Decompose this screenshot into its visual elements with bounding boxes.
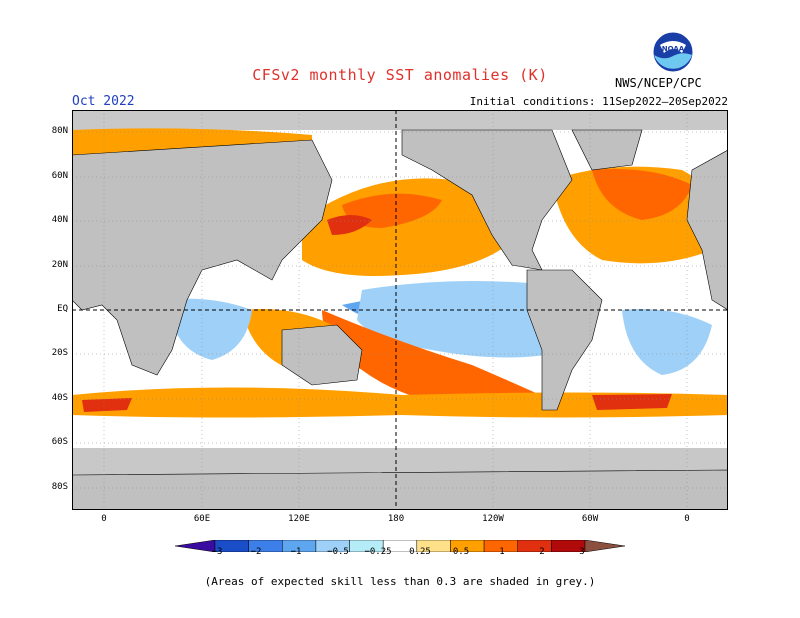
land-africa-eurasia <box>72 139 333 376</box>
lon-label-120w: 120W <box>482 514 504 524</box>
noaa-logo-text: NOAA <box>662 45 685 53</box>
lat-label-60s: 60S <box>51 437 68 447</box>
land-north-america <box>401 129 573 271</box>
southern-ocean-band <box>72 387 728 418</box>
chart-title: CFSv2 monthly SST anomalies (K) <box>252 66 548 84</box>
sst-anomaly-map <box>72 110 728 510</box>
colorbar-label: −2 <box>250 547 262 557</box>
north-atlantic-hot <box>592 169 692 220</box>
lat-label-20n: 20N <box>51 260 68 270</box>
kuroshio-very-hot <box>327 215 372 235</box>
land-far-east-africa <box>686 149 728 311</box>
colorbar-label: 2 <box>539 547 545 557</box>
lat-label-60n: 60N <box>51 171 68 181</box>
lat-label-80s: 80S <box>51 482 68 492</box>
lat-label-80n: 80N <box>51 126 68 136</box>
arctic-no-skill <box>72 110 728 130</box>
lon-label-0-east: 0 <box>684 514 690 524</box>
agency-label: NWS/NCEP/CPC <box>615 76 702 90</box>
colorbar <box>174 537 626 561</box>
lon-label-60w: 60W <box>581 514 599 524</box>
lon-label-180: 180 <box>387 514 405 524</box>
colorbar-label: −0.25 <box>364 547 392 557</box>
noaa-logo: NOAA <box>652 31 694 73</box>
land-south-america <box>526 269 603 411</box>
lon-label-0: 0 <box>101 514 107 524</box>
south-pacific-warm <box>322 310 572 415</box>
south-atlantic-cool <box>622 309 712 375</box>
colorbar-label: −1 <box>290 547 302 557</box>
lat-label-40s: 40S <box>51 393 68 403</box>
lat-label-20s: 20S <box>51 348 68 358</box>
land <box>72 129 728 510</box>
colorbar-svg <box>174 539 626 553</box>
footnote: (Areas of expected skill less than 0.3 a… <box>204 575 596 588</box>
land-greenland <box>571 129 643 171</box>
map-svg <box>72 110 728 510</box>
anomaly-patches <box>72 128 728 418</box>
lon-label-120e: 120E <box>288 514 310 524</box>
colorbar-label: −0.5 <box>327 547 349 557</box>
forecast-month: Oct 2022 <box>72 94 135 109</box>
colorbar-label: −3 <box>211 547 223 557</box>
colorbar-label: 1 <box>499 547 505 557</box>
colorbar-label: 0.5 <box>452 547 470 557</box>
colorbar-label: 3 <box>579 547 585 557</box>
lon-label-60e: 60E <box>193 514 211 524</box>
grid-lines <box>72 110 728 510</box>
southern-ocean-hot-spots <box>82 394 672 412</box>
land-antarctica <box>72 469 728 510</box>
map-frame <box>72 110 728 510</box>
lat-label-40n: 40N <box>51 215 68 225</box>
initial-conditions: Initial conditions: 11Sep2022–20Sep2022 <box>469 95 728 108</box>
lat-label-eq: EQ <box>57 304 68 314</box>
colorbar-label: 0.25 <box>409 547 431 557</box>
eastern-pacific-cool-fringe <box>357 281 572 358</box>
land-australia <box>281 324 363 386</box>
indian-ocean-cool <box>167 298 252 360</box>
colorbar-max-arrow <box>584 539 626 553</box>
